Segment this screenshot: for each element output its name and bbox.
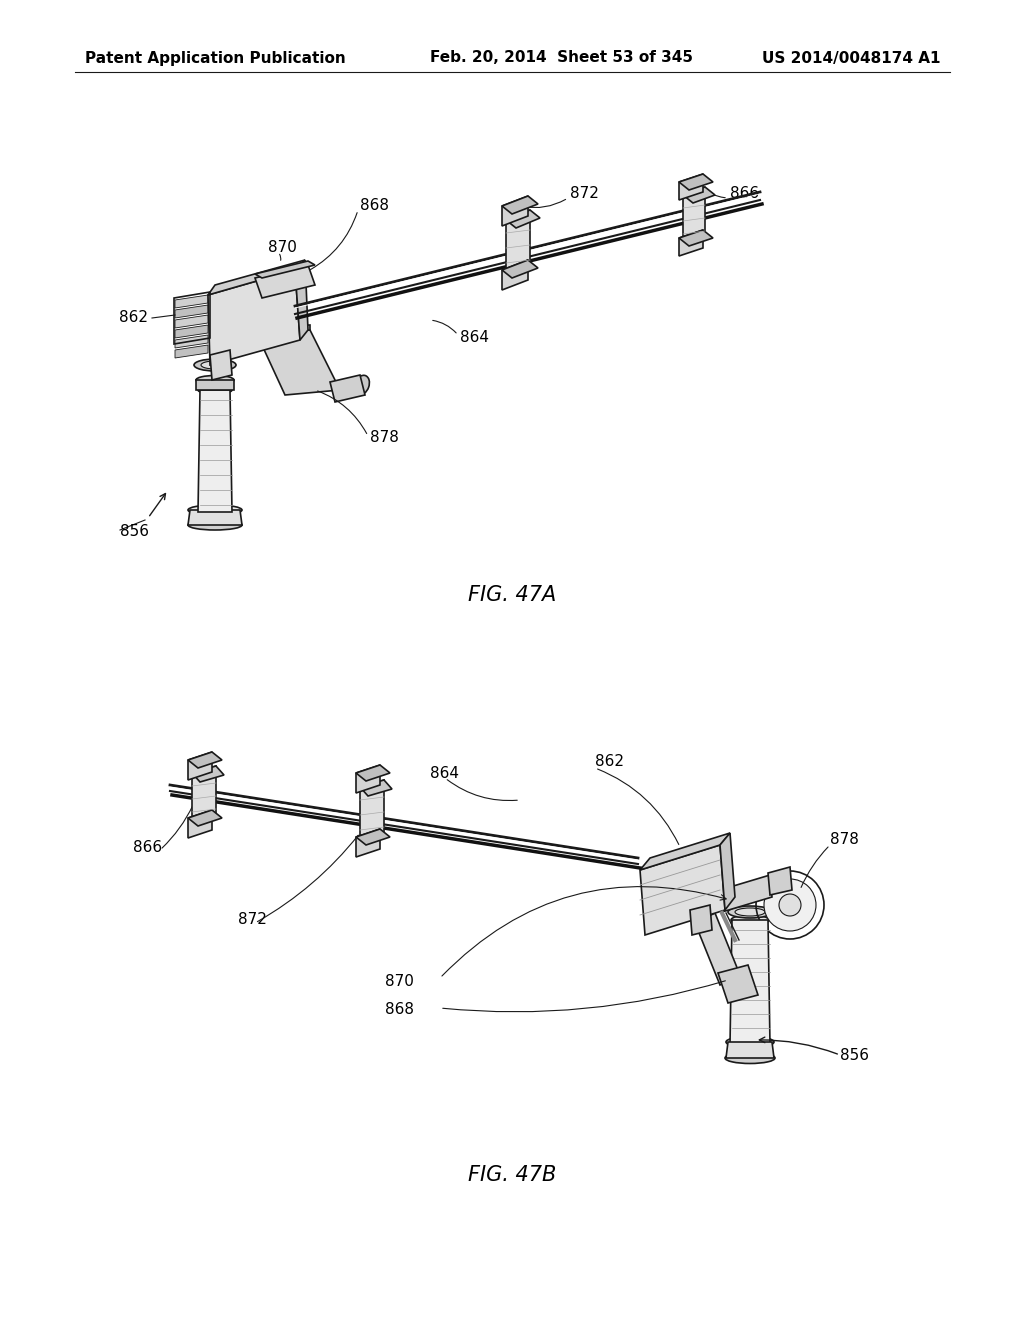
Polygon shape	[679, 174, 713, 190]
Polygon shape	[679, 174, 703, 201]
Text: 856: 856	[840, 1048, 869, 1063]
Text: 872: 872	[570, 186, 599, 201]
Ellipse shape	[728, 906, 772, 917]
Polygon shape	[188, 510, 242, 525]
Polygon shape	[330, 375, 365, 403]
Text: 862: 862	[119, 310, 148, 326]
Ellipse shape	[735, 908, 765, 916]
Polygon shape	[640, 845, 725, 935]
Text: 856: 856	[120, 524, 150, 540]
Ellipse shape	[188, 520, 242, 531]
Polygon shape	[356, 829, 390, 845]
Polygon shape	[255, 330, 340, 395]
Ellipse shape	[354, 375, 370, 395]
Polygon shape	[683, 187, 705, 246]
Polygon shape	[175, 294, 208, 308]
Polygon shape	[193, 766, 216, 824]
Ellipse shape	[779, 894, 801, 916]
Text: Feb. 20, 2014  Sheet 53 of 345: Feb. 20, 2014 Sheet 53 of 345	[430, 50, 693, 66]
Polygon shape	[502, 195, 538, 214]
Text: 864: 864	[460, 330, 489, 346]
Text: 870: 870	[268, 240, 297, 256]
Text: 868: 868	[385, 1002, 414, 1018]
Ellipse shape	[730, 1040, 770, 1049]
Ellipse shape	[196, 375, 234, 384]
Ellipse shape	[726, 1036, 774, 1048]
Polygon shape	[726, 1041, 774, 1059]
Polygon shape	[188, 752, 222, 768]
Text: 862: 862	[595, 755, 624, 770]
Polygon shape	[502, 260, 528, 290]
Polygon shape	[502, 195, 528, 226]
Polygon shape	[360, 780, 392, 796]
Ellipse shape	[194, 359, 236, 371]
Ellipse shape	[188, 506, 242, 515]
Polygon shape	[295, 260, 308, 341]
Text: FIG. 47A: FIG. 47A	[468, 585, 556, 605]
Polygon shape	[730, 920, 770, 1045]
Polygon shape	[193, 766, 224, 781]
Polygon shape	[188, 810, 222, 826]
Text: US 2014/0048174 A1: US 2014/0048174 A1	[762, 50, 940, 66]
Text: 866: 866	[730, 186, 759, 201]
Polygon shape	[360, 780, 384, 843]
Polygon shape	[640, 833, 730, 870]
Polygon shape	[506, 210, 530, 280]
Ellipse shape	[201, 360, 229, 370]
Text: 878: 878	[830, 833, 859, 847]
Text: 868: 868	[360, 198, 389, 214]
Text: 864: 864	[430, 766, 459, 780]
Polygon shape	[690, 906, 712, 935]
Polygon shape	[679, 230, 703, 256]
Polygon shape	[720, 833, 735, 909]
Polygon shape	[356, 766, 390, 781]
Text: Patent Application Publication: Patent Application Publication	[85, 50, 346, 66]
Polygon shape	[196, 380, 234, 389]
Ellipse shape	[764, 879, 816, 931]
Polygon shape	[175, 315, 208, 327]
Polygon shape	[502, 260, 538, 279]
Polygon shape	[255, 261, 315, 279]
Polygon shape	[175, 345, 208, 358]
Polygon shape	[208, 271, 300, 366]
Polygon shape	[506, 210, 540, 228]
Polygon shape	[188, 752, 212, 780]
Ellipse shape	[198, 385, 232, 393]
Polygon shape	[255, 325, 310, 330]
Polygon shape	[695, 913, 740, 985]
Polygon shape	[208, 260, 305, 294]
Text: 878: 878	[370, 430, 399, 446]
Text: FIG. 47B: FIG. 47B	[468, 1166, 556, 1185]
Polygon shape	[356, 829, 380, 857]
Polygon shape	[175, 335, 208, 348]
Polygon shape	[175, 305, 208, 318]
Polygon shape	[720, 875, 772, 912]
Polygon shape	[210, 350, 232, 380]
Polygon shape	[175, 325, 208, 338]
Text: 870: 870	[385, 974, 414, 990]
Polygon shape	[356, 766, 380, 793]
Polygon shape	[255, 265, 315, 298]
Text: 872: 872	[238, 912, 267, 928]
Polygon shape	[768, 867, 792, 895]
Polygon shape	[679, 230, 713, 246]
Text: 866: 866	[133, 840, 162, 854]
Polygon shape	[718, 965, 758, 1003]
Ellipse shape	[731, 915, 769, 925]
Polygon shape	[683, 187, 715, 203]
Polygon shape	[198, 389, 232, 512]
Polygon shape	[188, 810, 212, 838]
Ellipse shape	[725, 1052, 775, 1064]
